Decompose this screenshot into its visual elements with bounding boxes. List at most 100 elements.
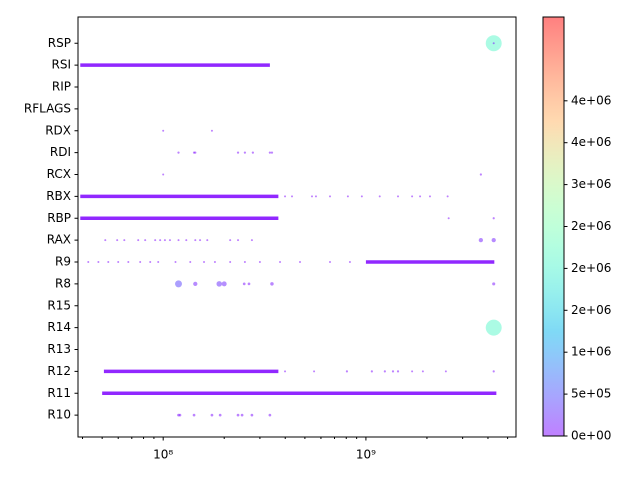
y-tick-label: RAX [47, 233, 71, 247]
point [123, 239, 126, 242]
point [194, 239, 197, 242]
plot-area [80, 35, 502, 417]
point [174, 261, 177, 263]
point [162, 173, 165, 176]
point [185, 239, 188, 242]
y-tick-label: RFLAGS [24, 101, 71, 115]
point [314, 195, 317, 198]
point [328, 195, 331, 198]
colorbar-tick-label: 4e+06 [571, 135, 611, 149]
point [411, 195, 414, 198]
point [236, 413, 240, 417]
point [199, 239, 202, 242]
point [193, 281, 198, 287]
point [378, 195, 381, 198]
point [397, 195, 400, 198]
point [268, 413, 272, 417]
point [163, 239, 166, 242]
point [298, 261, 301, 263]
point [229, 239, 232, 242]
point [107, 261, 110, 263]
colorbar-tick-label: 4e+06 [571, 93, 611, 107]
point [396, 370, 400, 373]
point [310, 195, 313, 198]
point [492, 217, 495, 220]
y-tick-label: R10 [47, 408, 71, 422]
x-tick-label: 10⁹ [356, 448, 376, 462]
point [162, 129, 165, 132]
point [218, 413, 222, 417]
point [175, 280, 182, 288]
point [291, 195, 294, 198]
point [444, 370, 447, 373]
point [270, 151, 274, 154]
point [243, 261, 246, 263]
point [250, 239, 253, 242]
y-tick-label: R14 [47, 320, 71, 334]
point [360, 195, 363, 198]
x-tick-label: 10⁸ [153, 448, 173, 462]
y-tick-label: RSI [52, 58, 72, 72]
point [447, 217, 450, 220]
point [87, 261, 90, 263]
point [258, 261, 261, 263]
point [383, 370, 386, 373]
colorbar-tick-label: 2e+06 [571, 261, 611, 275]
point [139, 261, 142, 263]
point [206, 239, 209, 242]
point [127, 261, 130, 263]
point [328, 261, 331, 263]
point [251, 151, 254, 154]
point [279, 261, 282, 263]
point [177, 151, 180, 154]
point [419, 195, 422, 198]
colorbar-tick-label: 2e+06 [571, 303, 611, 317]
colorbar-tick-label: 2e+06 [571, 219, 611, 233]
point [370, 370, 373, 373]
y-tick-label: RBP [47, 211, 71, 225]
point [117, 261, 120, 263]
y-tick-label: R12 [47, 364, 71, 378]
point [159, 239, 162, 242]
y-tick-label: RBX [46, 189, 71, 203]
point [492, 42, 495, 45]
point [491, 237, 496, 243]
y-tick-label: R8 [55, 276, 71, 290]
y-tick-label: RIP [52, 80, 71, 94]
point [348, 261, 351, 263]
point [421, 370, 424, 373]
point [313, 370, 316, 373]
point [149, 261, 152, 263]
point [284, 195, 287, 198]
point [203, 261, 206, 263]
colorbar-tick-label: 5e+05 [571, 387, 611, 401]
point [192, 413, 196, 417]
point [268, 151, 271, 154]
point [97, 261, 100, 263]
point [284, 370, 287, 373]
point [250, 413, 254, 417]
point [345, 370, 349, 373]
point [104, 239, 107, 242]
point [236, 151, 240, 154]
point [154, 239, 157, 242]
colorbar [542, 16, 565, 437]
point [446, 195, 449, 198]
point [485, 319, 502, 336]
axes-frame [77, 16, 517, 438]
point [478, 237, 483, 243]
point [177, 239, 180, 242]
colorbar-tick-label: 3e+06 [571, 177, 611, 191]
y-tick-label: R9 [55, 255, 71, 269]
point [137, 239, 140, 242]
y-tick-label: R11 [47, 386, 71, 400]
point [194, 151, 197, 154]
y-tick-label: R15 [47, 298, 71, 312]
y-tick-label: RCX [47, 167, 71, 181]
point [391, 370, 395, 373]
point [157, 261, 160, 263]
point [221, 281, 227, 287]
y-tick-label: RDI [50, 145, 71, 159]
point [479, 173, 482, 176]
